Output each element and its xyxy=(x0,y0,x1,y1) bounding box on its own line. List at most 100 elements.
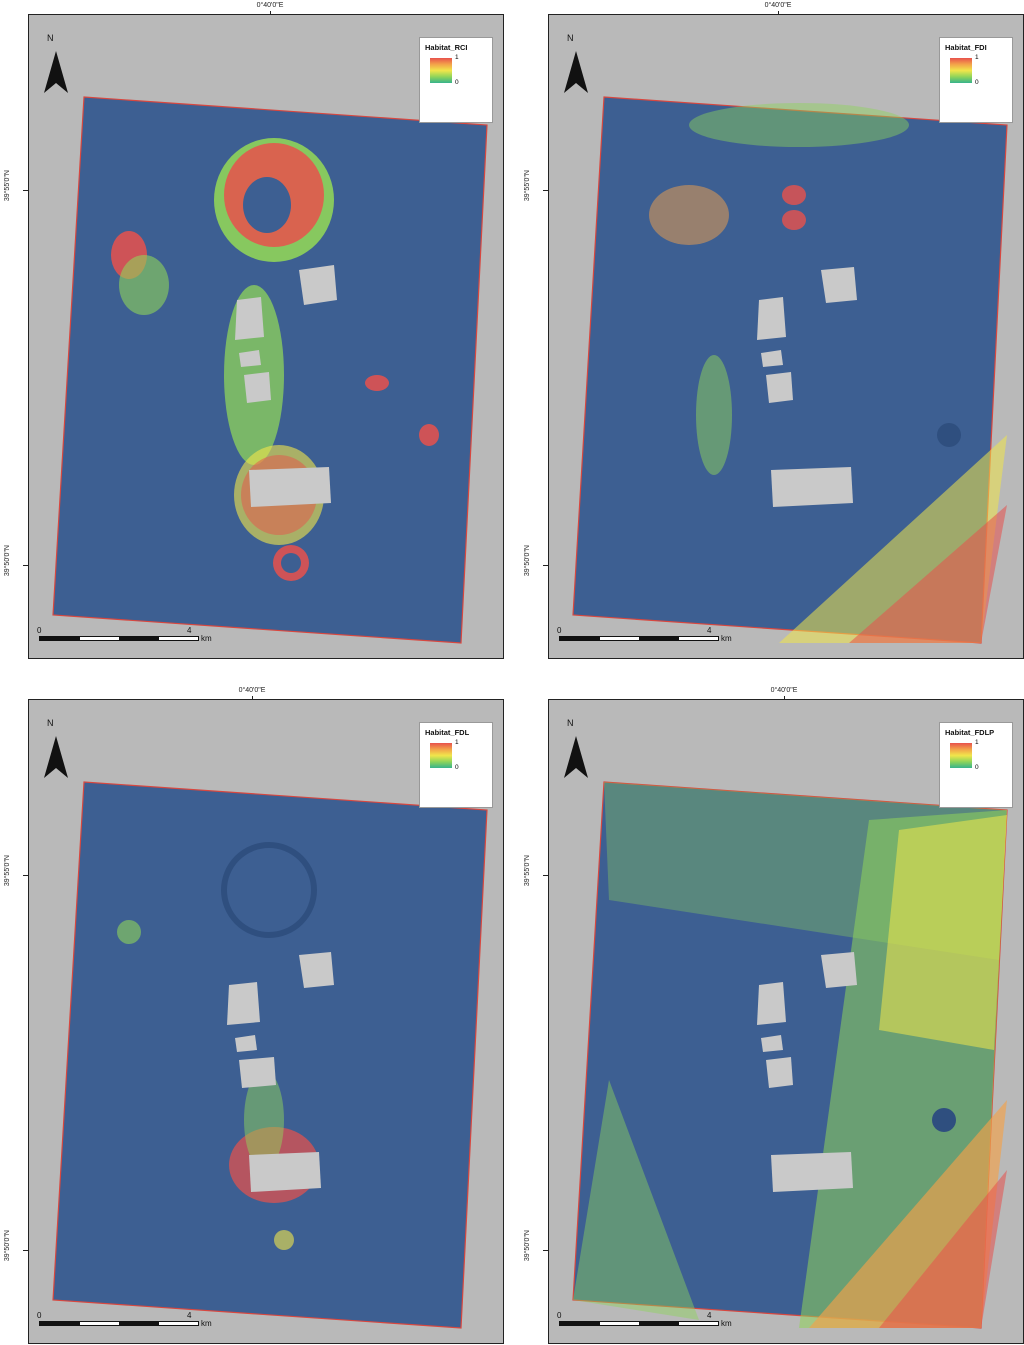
legend-max: 1 xyxy=(975,739,979,746)
scale-start: 0 xyxy=(557,626,562,635)
legend-max: 1 xyxy=(975,54,979,61)
latitude-label-top: 39°55'0"N xyxy=(524,855,531,887)
island xyxy=(766,1057,793,1088)
map-frame: N Habitat_FDI 1 0 0 4 km xyxy=(548,14,1024,659)
latitude-label-bottom: 39°50'0"N xyxy=(524,545,531,577)
longitude-tick xyxy=(252,696,253,701)
latitude-tick xyxy=(23,565,28,566)
island xyxy=(821,267,857,303)
legend-max: 1 xyxy=(455,54,459,61)
scale-bar: 0 4 km xyxy=(557,626,744,648)
island xyxy=(235,1035,257,1052)
island xyxy=(239,350,261,367)
map-panel-rci: 0°40'0"E 39°55'0"N 39°50'0"N xyxy=(0,0,505,660)
crater xyxy=(281,553,301,573)
north-label: N xyxy=(47,718,54,728)
longitude-label: 0°40'0"E xyxy=(770,687,798,694)
island xyxy=(235,297,264,340)
latitude-tick xyxy=(23,875,28,876)
legend-min: 0 xyxy=(975,764,979,771)
scale-segments xyxy=(559,1321,719,1326)
crater-rim xyxy=(221,842,317,938)
island xyxy=(299,265,337,305)
map-panel-fdlp: 0°40'0"E 39°55'0"N 39°50'0"N N Habita xyxy=(520,685,1024,1345)
latitude-tick xyxy=(543,565,548,566)
scale-bar: 0 4 km xyxy=(37,1311,224,1333)
legend-ramp xyxy=(950,743,972,768)
longitude-label: 0°40'0"E xyxy=(238,687,266,694)
map-panel-fdi: 0°40'0"E 39°55'0"N 39°50'0"N N xyxy=(520,0,1024,660)
longitude-label: 0°40'0"E xyxy=(764,2,792,9)
crater xyxy=(243,177,291,233)
island xyxy=(771,1152,853,1192)
habitat-zone xyxy=(689,103,909,147)
latitude-tick xyxy=(543,190,548,191)
habitat-zone xyxy=(244,1070,284,1170)
north-arrow-icon xyxy=(564,51,588,93)
longitude-tick xyxy=(784,696,785,701)
longitude-label: 0°40'0"E xyxy=(256,2,284,9)
latitude-label-bottom: 39°50'0"N xyxy=(4,545,11,577)
island xyxy=(761,1035,783,1052)
latitude-tick xyxy=(23,190,28,191)
habitat-zone xyxy=(879,1170,1007,1328)
longitude-tick xyxy=(270,11,271,16)
habitat-zone xyxy=(782,185,806,205)
longitude-tick xyxy=(778,11,779,16)
scale-mid: 4 xyxy=(707,626,712,635)
scale-start: 0 xyxy=(37,1311,42,1320)
scale-segments xyxy=(39,1321,199,1326)
scale-unit: km xyxy=(201,634,212,643)
island xyxy=(757,297,786,340)
island xyxy=(249,1152,321,1192)
legend-ramp xyxy=(430,743,452,768)
latitude-label-bottom: 39°50'0"N xyxy=(4,1230,11,1262)
island xyxy=(761,350,783,367)
island xyxy=(249,467,331,507)
map-raster xyxy=(549,15,1023,658)
legend: Habitat_FDL 1 0 xyxy=(419,722,493,808)
island xyxy=(766,372,793,403)
latitude-label-top: 39°55'0"N xyxy=(4,855,11,887)
legend-title: Habitat_RCI xyxy=(425,43,468,52)
scale-mid: 4 xyxy=(187,1311,192,1320)
legend-min: 0 xyxy=(455,79,459,86)
habitat-zone xyxy=(274,1230,294,1250)
legend-max: 1 xyxy=(455,739,459,746)
map-raster xyxy=(29,700,503,1343)
map-panel-fdl: 0°40'0"E 39°55'0"N 39°50'0"N N Habitat_F… xyxy=(0,685,505,1345)
scale-mid: 4 xyxy=(707,1311,712,1320)
island xyxy=(757,982,786,1025)
habitat-zone xyxy=(696,355,732,475)
legend-title: Habitat_FDLP xyxy=(945,728,995,737)
seamount xyxy=(932,1108,956,1132)
map-frame: N Habitat_FDL 1 0 0 4 km xyxy=(28,699,504,1344)
scale-bar: 0 4 km xyxy=(37,626,224,648)
north-label: N xyxy=(567,33,574,43)
scale-start: 0 xyxy=(557,1311,562,1320)
north-label: N xyxy=(567,718,574,728)
island xyxy=(771,467,853,507)
north-arrow-icon xyxy=(564,736,588,778)
habitat-zone xyxy=(117,920,141,944)
habitat-zone xyxy=(782,210,806,230)
scale-unit: km xyxy=(201,1319,212,1328)
latitude-tick xyxy=(543,1250,548,1251)
island xyxy=(227,982,260,1025)
habitat-zone xyxy=(879,815,1007,1050)
latitude-tick xyxy=(543,875,548,876)
north-label: N xyxy=(47,33,54,43)
legend: Habitat_RCI 1 0 xyxy=(419,37,493,123)
legend-min: 0 xyxy=(455,764,459,771)
island xyxy=(821,952,857,988)
scale-start: 0 xyxy=(37,626,42,635)
island xyxy=(299,952,334,988)
scale-segments xyxy=(39,636,199,641)
map-frame: N Habitat_FDLP 1 0 0 4 km xyxy=(548,699,1024,1344)
legend: Habitat_FDI 1 0 xyxy=(939,37,1013,123)
habitat-zone xyxy=(649,185,729,245)
scale-bar: 0 4 km xyxy=(557,1311,744,1333)
island xyxy=(239,1057,276,1088)
habitat-zone xyxy=(573,1080,699,1320)
legend-ramp xyxy=(950,58,972,83)
